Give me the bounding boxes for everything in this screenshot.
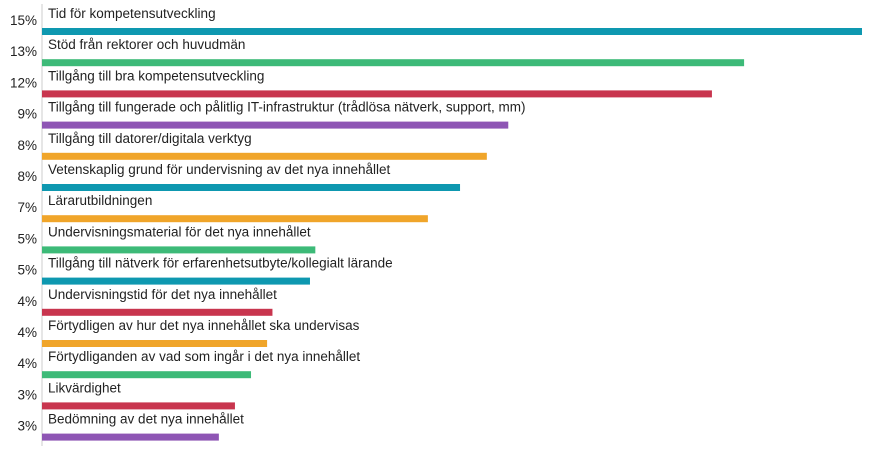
bar [42,90,712,98]
category-label: Lärarutbildningen [48,193,152,208]
value-label: 12% [10,75,37,90]
bar [42,152,487,160]
category-label: Tid för kompetensutveckling [48,6,216,21]
value-label: 8% [17,169,37,184]
category-label: Bedömning av det nya innehållet [48,412,244,427]
category-label: Tillgång till datorer/digitala verktyg [48,131,252,146]
value-label: 9% [17,107,37,122]
value-label: 15% [10,13,37,28]
bar [42,215,428,223]
category-label: Förtydliganden av vad som ingår i det ny… [48,349,360,364]
category-label: Stöd från rektorer och huvudmän [48,37,245,52]
bar [42,371,252,379]
value-label: 4% [17,325,37,340]
bar [42,340,268,347]
chart-rows: 15% Tid för kompetensutveckling 13% Stöd fr… [10,6,862,441]
bar [42,121,509,129]
bar [42,28,862,35]
category-label: Förtydligen av hur det nya innehållet sk… [48,318,360,333]
category-label: Undervisningsmaterial för det nya innehå… [48,224,311,239]
bar [42,246,316,254]
bar [42,277,310,285]
value-label: 5% [17,263,37,278]
category-label: Tillgång till bra kompetensutveckling [48,68,264,83]
bar [42,402,235,410]
value-label: 8% [17,138,37,153]
value-label: 3% [17,387,37,402]
value-label: 13% [10,44,37,59]
category-label: Likvärdighet [48,380,121,395]
category-label: Tillgång till nätverk för erfarenhetsutb… [48,256,393,271]
value-label: 7% [17,200,37,215]
category-label: Tillgång till fungerade och pålitlig IT-… [48,100,525,115]
bar [42,308,273,316]
value-label: 4% [17,356,37,371]
bar [42,184,461,191]
value-label: 5% [17,231,37,246]
value-label: 3% [17,419,37,434]
bar [42,433,219,441]
category-label: Vetenskaplig grund för undervisning av d… [48,162,390,177]
value-label: 4% [17,294,37,309]
bar [42,59,745,67]
category-label: Undervisningstid för det nya innehållet [48,287,277,302]
